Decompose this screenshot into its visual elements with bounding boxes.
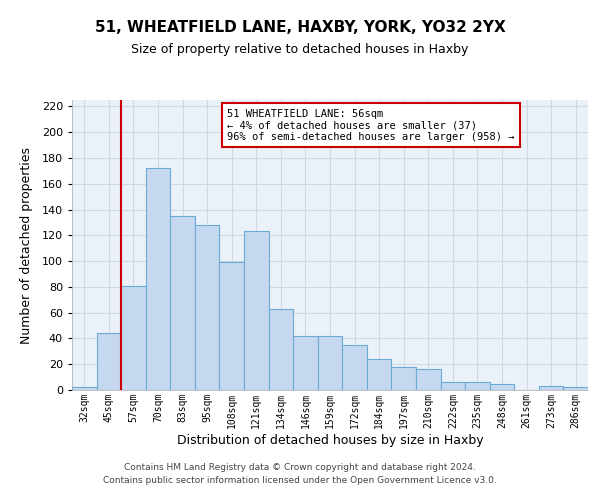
Y-axis label: Number of detached properties: Number of detached properties <box>20 146 34 344</box>
Bar <box>195 225 220 390</box>
Text: 51, WHEATFIELD LANE, HAXBY, YORK, YO32 2YX: 51, WHEATFIELD LANE, HAXBY, YORK, YO32 2… <box>95 20 505 35</box>
Bar <box>563 388 588 390</box>
Bar <box>72 388 97 390</box>
Bar <box>170 216 195 390</box>
Bar <box>220 262 244 390</box>
Bar <box>121 286 146 390</box>
Bar <box>269 309 293 390</box>
Bar <box>490 384 514 390</box>
Bar <box>342 345 367 390</box>
Bar <box>146 168 170 390</box>
X-axis label: Distribution of detached houses by size in Haxby: Distribution of detached houses by size … <box>176 434 484 446</box>
Bar <box>367 359 391 390</box>
Text: Size of property relative to detached houses in Haxby: Size of property relative to detached ho… <box>131 42 469 56</box>
Text: Contains HM Land Registry data © Crown copyright and database right 2024.
Contai: Contains HM Land Registry data © Crown c… <box>103 464 497 485</box>
Bar <box>465 382 490 390</box>
Text: 51 WHEATFIELD LANE: 56sqm
← 4% of detached houses are smaller (37)
96% of semi-d: 51 WHEATFIELD LANE: 56sqm ← 4% of detach… <box>227 108 514 142</box>
Bar <box>293 336 318 390</box>
Bar <box>539 386 563 390</box>
Bar <box>244 232 269 390</box>
Bar <box>318 336 342 390</box>
Bar <box>97 334 121 390</box>
Bar <box>416 370 440 390</box>
Bar <box>391 367 416 390</box>
Bar <box>440 382 465 390</box>
